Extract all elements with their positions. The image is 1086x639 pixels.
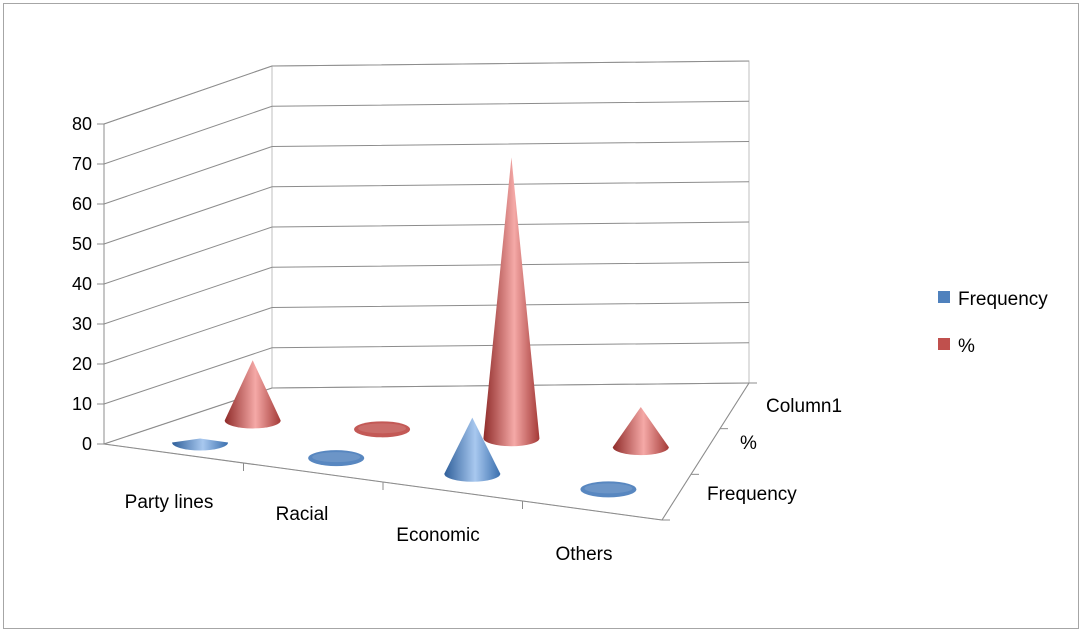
cone-mark <box>308 450 365 467</box>
depth-label: Frequency <box>707 484 797 505</box>
cone-mark <box>612 406 669 456</box>
gridline <box>103 181 750 245</box>
y-tick-label: 50 <box>72 234 92 254</box>
y-tick-label: 0 <box>82 434 92 454</box>
y-tick-label: 80 <box>72 114 92 134</box>
cone-mark <box>172 438 229 451</box>
cone-mark <box>444 417 501 482</box>
category-label: Party lines <box>125 492 214 513</box>
y-tick-label: 10 <box>72 394 92 414</box>
y-tick-label: 30 <box>72 314 92 334</box>
depth-labels: Frequency% Column1 <box>707 396 842 505</box>
cone-mark <box>483 157 540 447</box>
gridlines <box>97 60 750 445</box>
cone-mark <box>580 481 637 498</box>
cone-marks <box>172 157 669 498</box>
legend-swatch-frequency <box>938 291 950 303</box>
cone-chart: 0 10 20 30 40 50 60 70 80 Party lines Racial Econo… <box>72 60 1048 565</box>
y-tick-labels: 0 10 20 30 40 50 60 70 80 <box>72 114 92 454</box>
depth-label: Column1 <box>766 396 842 417</box>
gridline <box>103 141 750 205</box>
legend-swatch-percent <box>938 338 950 350</box>
gridline <box>103 342 750 405</box>
gridline <box>103 382 750 445</box>
depth-axis <box>661 382 750 521</box>
gridline <box>103 302 750 365</box>
axes <box>103 124 757 521</box>
legend-label-percent: % <box>958 336 975 357</box>
y-tick-label: 20 <box>72 354 92 374</box>
y-tick-label: 60 <box>72 194 92 214</box>
chart-area: 0 10 20 30 40 50 60 70 80 Party lines Racial Econo… <box>3 3 1079 629</box>
gridline <box>103 100 750 165</box>
gridline <box>103 261 750 325</box>
y-tick-label: 40 <box>72 274 92 294</box>
legend-label-frequency: Frequency <box>958 289 1048 310</box>
category-label: Racial <box>276 504 329 525</box>
category-label: Others <box>555 544 612 565</box>
cone-mark <box>354 421 411 438</box>
gridline <box>103 221 750 285</box>
y-tick-label: 70 <box>72 154 92 174</box>
depth-label: % <box>740 433 757 454</box>
category-labels: Party lines Racial Economic Others <box>125 492 613 565</box>
category-label: Economic <box>396 525 479 546</box>
legend: Frequency % <box>938 289 1048 357</box>
gridline <box>103 60 750 125</box>
cone-mark <box>224 360 281 429</box>
